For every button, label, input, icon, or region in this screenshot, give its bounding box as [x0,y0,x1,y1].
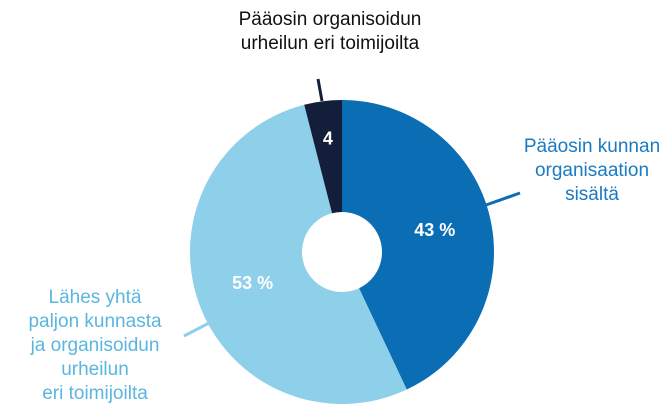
leader-line [316,78,324,102]
label-line: ja organisoidun [30,335,160,356]
category-label: Lähes yhtä paljon kunnasta ja organisoidun… [28,287,162,404]
value-label: 43 % [414,220,455,240]
leader-line [183,320,212,338]
label-line: Pääosin organisoidun [239,9,422,30]
label-line: sisältä [565,184,619,205]
value-label: 53 % [232,273,273,293]
label-line: eri toimijoilta [42,383,148,404]
label-line: Lähes yhtä [49,287,142,308]
donut-segment [304,100,342,214]
value-label: 4 [323,129,333,149]
donut-segment [190,104,407,404]
category-label: Pääosin organisoidun urheilun eri toimijo… [239,9,422,54]
leader-line [485,191,521,207]
donut-segment [342,100,495,390]
label-line: organisaation [535,160,649,181]
label-line: Pääosin kunnan [524,136,660,157]
category-label: Pääosin kunnan organisaation sisältä [524,136,660,205]
label-line: urheilun [61,359,129,380]
label-line: urheilun eri toimijoilta [241,33,420,54]
label-line: paljon kunnasta [28,311,162,332]
